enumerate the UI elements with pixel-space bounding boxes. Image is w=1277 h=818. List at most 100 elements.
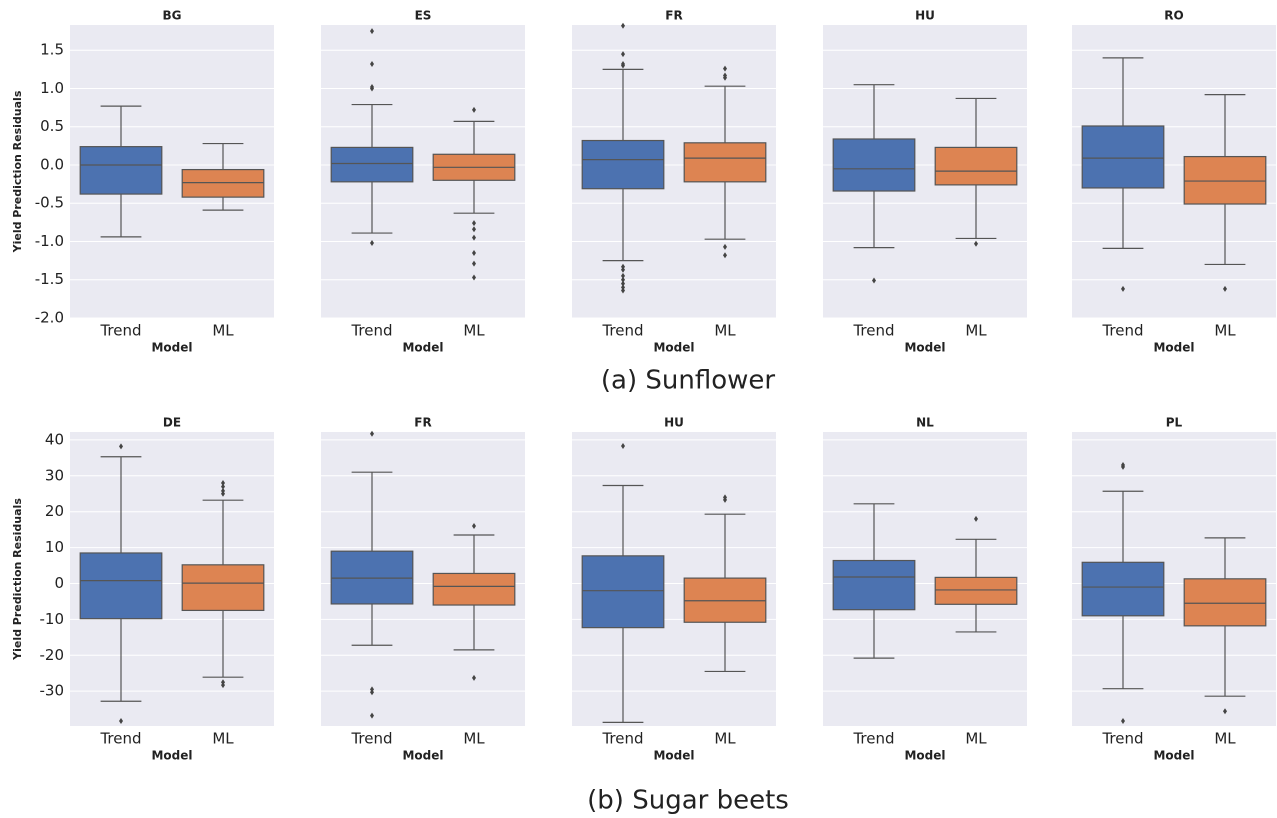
outlier [472, 523, 476, 530]
outlier [621, 284, 625, 291]
outlier [621, 287, 625, 294]
x-axis-label: Model [653, 341, 694, 355]
box [832, 138, 916, 192]
box [1183, 578, 1267, 627]
x-tick-label: ML [212, 730, 234, 748]
x-axis-label: Model [151, 749, 192, 763]
box [683, 142, 767, 183]
x-tick-label: Trend [99, 730, 141, 748]
outlier [1121, 285, 1125, 292]
y-tick-label: -0.5 [35, 194, 64, 212]
x-tick-label: ML [463, 322, 485, 340]
outlier [621, 266, 625, 273]
y-tick-label: 0.0 [40, 155, 64, 173]
caption: (b) Sugar beets [587, 786, 789, 816]
outlier [621, 22, 625, 29]
x-tick-label: ML [714, 730, 736, 748]
panel-title: FR [665, 9, 682, 23]
y-tick-label: -20 [40, 646, 65, 664]
box [181, 564, 265, 612]
x-axis-label: Model [151, 341, 192, 355]
box [581, 555, 665, 629]
box [181, 168, 265, 198]
box [330, 146, 414, 183]
outlier [370, 61, 374, 68]
x-tick-label: ML [965, 730, 987, 748]
y-tick-label: 0 [54, 574, 64, 592]
x-axis-label: Model [402, 341, 443, 355]
outlier [370, 85, 374, 92]
outlier [370, 712, 374, 719]
panel-title: RO [1164, 9, 1183, 23]
panel-title: HU [915, 9, 935, 23]
x-tick-label: Trend [601, 730, 643, 748]
x-tick-label: ML [714, 322, 736, 340]
x-axis-label: Model [904, 749, 945, 763]
outlier [723, 74, 727, 81]
outlier [621, 443, 625, 449]
x-tick-label: ML [1214, 730, 1236, 748]
panel-title: BG [163, 9, 182, 23]
y-tick-label: -30 [40, 682, 65, 700]
box [581, 139, 665, 190]
outlier [621, 51, 625, 58]
x-tick-label: ML [965, 322, 987, 340]
x-tick-label: Trend [99, 322, 141, 340]
x-tick-label: ML [1214, 322, 1236, 340]
y-tick-label: -1.0 [35, 232, 64, 250]
y-tick-label: 30 [45, 466, 64, 484]
box [1081, 125, 1165, 189]
caption: (a) Sunflower [601, 366, 775, 396]
box [1081, 561, 1165, 617]
box [79, 552, 163, 620]
x-axis-label: Model [653, 749, 694, 763]
outlier [119, 443, 123, 450]
x-tick-label: Trend [852, 322, 894, 340]
y-tick-label: -2.0 [35, 309, 64, 327]
x-axis-label: Model [402, 749, 443, 763]
outlier [723, 496, 727, 503]
y-tick-label: 1.0 [40, 79, 64, 97]
x-tick-label: Trend [1101, 322, 1143, 340]
y-tick-label: -10 [40, 610, 65, 628]
outlier [472, 274, 476, 281]
x-axis-label: Model [904, 341, 945, 355]
outlier [370, 28, 374, 35]
outlier [119, 717, 123, 724]
outlier [621, 272, 625, 279]
outlier [1223, 708, 1227, 715]
panel-title: ES [415, 9, 432, 23]
outlier [621, 62, 625, 69]
outlier [723, 65, 727, 72]
box [79, 146, 163, 195]
outlier [621, 280, 625, 287]
box [1183, 155, 1267, 205]
outlier [472, 249, 476, 256]
outlier [472, 226, 476, 233]
outlier [370, 430, 374, 437]
outlier [1121, 717, 1125, 724]
y-tick-label: 40 [45, 430, 64, 448]
y-tick-label: 10 [45, 538, 64, 556]
y-tick-label: 1.5 [40, 41, 64, 59]
box [832, 559, 916, 611]
x-tick-label: Trend [852, 730, 894, 748]
y-tick-label: 20 [45, 502, 64, 520]
outlier [974, 240, 978, 247]
outlier [723, 252, 727, 259]
outlier [472, 260, 476, 267]
outlier [472, 106, 476, 113]
y-axis-label: Yield Prediction Residuals [11, 498, 24, 661]
outlier [723, 243, 727, 250]
x-tick-label: Trend [350, 730, 392, 748]
outlier [472, 234, 476, 241]
y-tick-label: -1.5 [35, 270, 64, 288]
outlier [974, 515, 978, 522]
outlier [221, 490, 225, 497]
box [432, 572, 516, 606]
panel-title: PL [1166, 416, 1183, 430]
panel-title: NL [916, 416, 934, 430]
x-tick-label: Trend [1101, 730, 1143, 748]
